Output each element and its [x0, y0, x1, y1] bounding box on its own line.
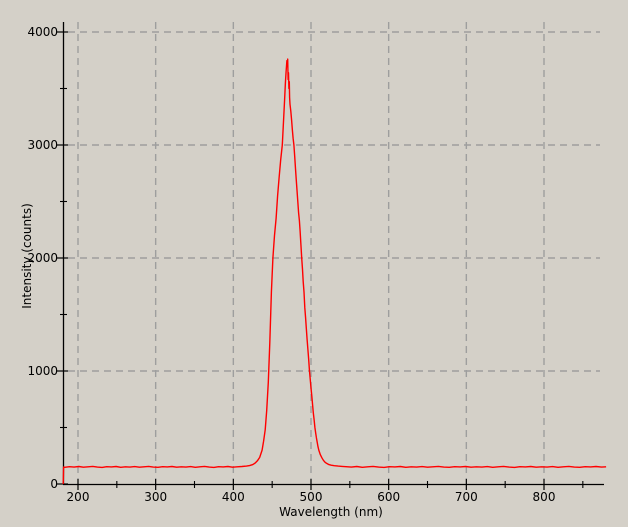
x-tick-label: 300 — [144, 490, 167, 504]
axis-layer — [57, 22, 604, 490]
x-tick-label: 400 — [222, 490, 245, 504]
spectrum-trace — [62, 58, 607, 485]
series-layer — [62, 58, 607, 485]
y-tick-label: 4000 — [27, 25, 58, 39]
x-axis-title: Wavelength (nm) — [279, 505, 383, 519]
x-tick-label: 200 — [67, 490, 90, 504]
grid-layer — [68, 22, 600, 479]
x-tick-label: 500 — [300, 490, 323, 504]
x-tick-label: 700 — [455, 490, 478, 504]
y-tick-label: 2000 — [27, 251, 58, 265]
y-tick-label: 3000 — [27, 138, 58, 152]
tick-label-layer: 0 1000 2000 3000 4000 200 300 400 500 600 700 800 — [27, 25, 555, 504]
x-tick-label: 800 — [533, 490, 556, 504]
y-tick-label: 0 — [50, 477, 58, 491]
x-tick-label: 600 — [377, 490, 400, 504]
y-tick-label: 1000 — [27, 364, 58, 378]
y-axis-title: Intensity (counts) — [20, 203, 34, 309]
